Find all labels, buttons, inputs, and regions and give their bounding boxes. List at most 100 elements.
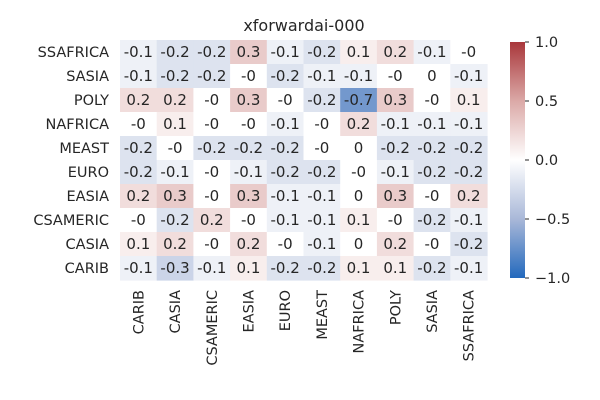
heatmap-cell-label: -0 <box>204 91 219 109</box>
heatmap-cell-label: -0 <box>461 43 476 61</box>
heatmap-cell-label: -0.1 <box>124 43 153 61</box>
heatmap-cell <box>376 256 415 281</box>
colorbar-tick-label: 0.5 <box>535 94 558 110</box>
heatmap-cell <box>450 232 488 257</box>
heatmap-cell <box>266 88 305 113</box>
heatmap-cell-label: -0.1 <box>124 67 153 85</box>
heatmap-cell-label: -0.2 <box>454 139 483 157</box>
heatmap-cell-label: 0.2 <box>200 211 224 229</box>
heatmap-cell-label: -0.1 <box>271 115 300 133</box>
heatmap-cell-label: -0.2 <box>271 259 300 277</box>
heatmap-cell <box>303 112 341 137</box>
heatmap-cell <box>303 208 341 233</box>
heatmap-cell-label: -0.2 <box>124 163 153 181</box>
heatmap-cell-label: -0.1 <box>160 163 189 181</box>
heatmap-cell <box>120 184 158 209</box>
heatmap-cell-label: -0.2 <box>197 67 226 85</box>
heatmap-cell-label: 0 <box>427 67 437 85</box>
heatmap-cell-label: -0 <box>204 235 219 253</box>
heatmap-cell-label: -0.1 <box>454 67 483 85</box>
heatmap-cell-label: 0 <box>354 139 364 157</box>
heatmap-cell-label: 0.1 <box>126 235 150 253</box>
y-tick-label: EASIA <box>67 189 110 205</box>
heatmap-cell <box>450 160 488 185</box>
heatmap-cell-label: 0 <box>354 187 364 205</box>
chart-title: xforwardai-000 <box>243 16 364 35</box>
heatmap-cell <box>450 64 488 89</box>
y-tick-label: CARIB <box>65 261 109 277</box>
heatmap-cell-label: 0.2 <box>347 115 371 133</box>
colorbar-tick-label: 0.0 <box>535 153 558 169</box>
heatmap-cell <box>266 136 305 161</box>
heatmap-cell-label: -0 <box>241 67 256 85</box>
colorbar-ticks: 1.0 0.5 0.0 −0.5 −1.0 <box>525 35 570 287</box>
heatmap-cell <box>156 184 194 209</box>
heatmap-cell <box>156 136 194 161</box>
heatmap-cell <box>376 64 415 89</box>
heatmap-cell <box>376 160 415 185</box>
heatmap-cell <box>156 112 194 137</box>
heatmap-cell-label: -0.2 <box>160 43 189 61</box>
heatmap-cell <box>303 232 341 257</box>
y-axis-tick-labels: SSAFRICA SASIA POLY NAFRICA MEAST EURO EASIA CS… <box>33 45 109 277</box>
heatmap-cell <box>303 40 341 65</box>
heatmap-cell-label: -0 <box>131 115 146 133</box>
heatmap-cell-label: -0.2 <box>381 139 410 157</box>
heatmap-cell <box>413 112 451 137</box>
heatmap-cell <box>450 88 488 113</box>
heatmap-cell <box>413 184 451 209</box>
heatmap-cell-label: 0.2 <box>163 91 187 109</box>
heatmap-cell <box>340 184 378 209</box>
heatmap-cell-label: 0.2 <box>383 43 407 61</box>
heatmap-cell-label: -0.2 <box>271 67 300 85</box>
heatmap-cell-label: -0.2 <box>417 259 446 277</box>
heatmap-cell <box>340 232 378 257</box>
heatmap-cell <box>230 64 268 89</box>
heatmap-cell-label: 0.2 <box>163 235 187 253</box>
heatmap-cell <box>193 136 231 161</box>
heatmap-cell <box>230 40 268 65</box>
y-tick-label: SASIA <box>66 69 109 85</box>
y-tick-label: EURO <box>68 165 109 181</box>
heatmap-cell <box>230 88 268 113</box>
heatmap-cell-label: -0.1 <box>417 43 446 61</box>
heatmap-cell <box>230 160 268 185</box>
heatmap-cell-label: -0.1 <box>271 211 300 229</box>
heatmap-cell-label: -0.3 <box>160 259 189 277</box>
heatmap-cell-label: -0.2 <box>160 67 189 85</box>
x-tick-label: SSAFRICA <box>462 290 478 361</box>
heatmap-cell <box>193 232 231 257</box>
heatmap-cell-label: -0 <box>278 91 293 109</box>
heatmap-cell-label: -0.1 <box>454 211 483 229</box>
heatmap-cell <box>230 256 268 281</box>
heatmap-cell-label: -0.1 <box>197 259 226 277</box>
heatmap-cell-label: -0.1 <box>381 115 410 133</box>
heatmap-cell <box>376 40 415 65</box>
heatmap-cell-label: -0.2 <box>417 139 446 157</box>
y-tick-label: SSAFRICA <box>38 45 109 61</box>
heatmap-cell <box>230 208 268 233</box>
heatmap-cell <box>413 136 451 161</box>
heatmap-cell-label: -0.1 <box>307 187 336 205</box>
heatmap-cell <box>376 112 415 137</box>
heatmap-cell-label: 0.2 <box>383 235 407 253</box>
heatmap-cell <box>303 64 341 89</box>
heatmap-cell <box>376 208 415 233</box>
heatmap-cell-label: 0.2 <box>126 187 150 205</box>
heatmap-cell <box>193 184 231 209</box>
y-tick-label: MEAST <box>59 141 109 157</box>
heatmap-cell <box>120 88 158 113</box>
heatmap-cell <box>303 256 341 281</box>
colorbar <box>510 42 525 278</box>
heatmap-cell <box>340 160 378 185</box>
x-tick-label: CSAMERIC <box>205 290 221 366</box>
heatmap-cell-label: -0.2 <box>197 43 226 61</box>
y-tick-label: NAFRICA <box>45 117 109 133</box>
heatmap-cell <box>450 256 488 281</box>
heatmap-cell-label: -0 <box>314 115 329 133</box>
heatmap-cell <box>340 256 378 281</box>
heatmap-cell-label: -0.2 <box>417 163 446 181</box>
heatmap-cell-label: 0.1 <box>237 259 261 277</box>
heatmap-cell-label: 0.2 <box>126 91 150 109</box>
heatmap-cell <box>193 40 231 65</box>
